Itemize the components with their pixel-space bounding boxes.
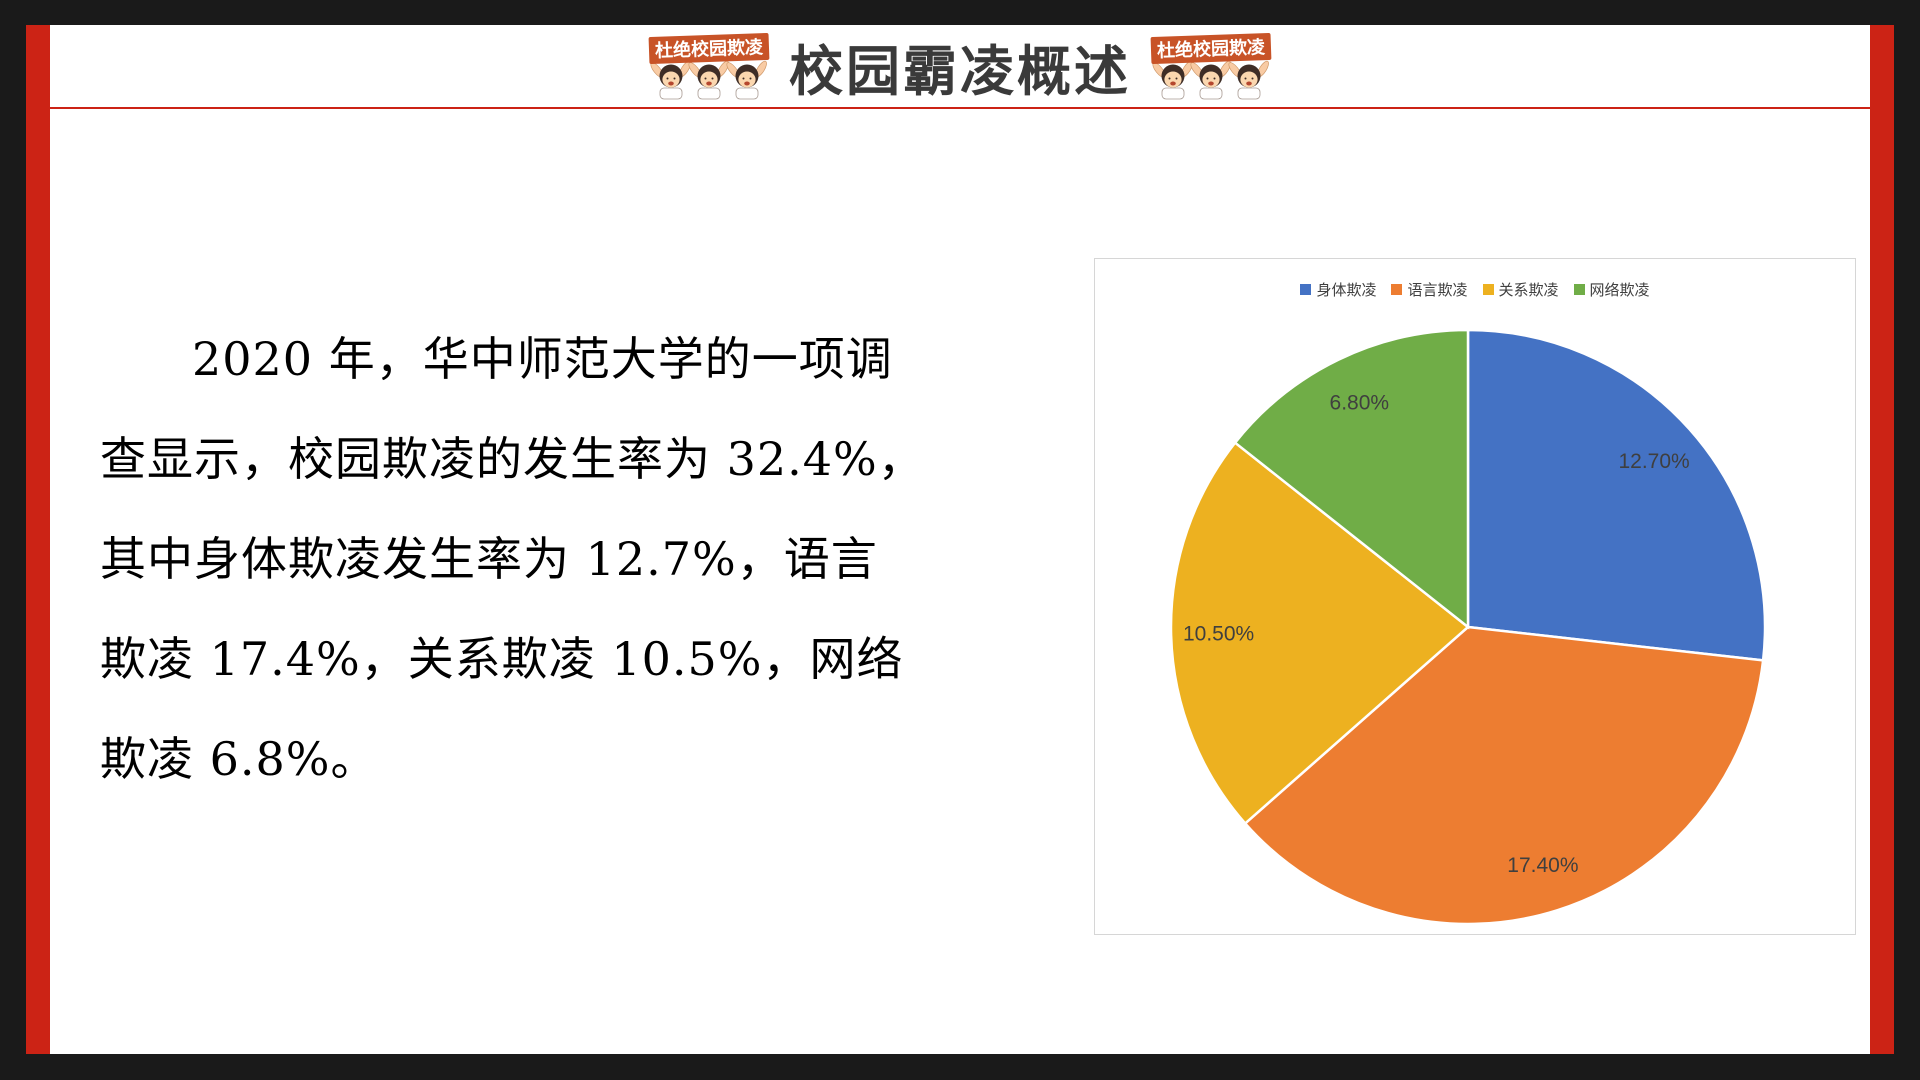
paragraph-line: 欺凌 6.8%。 xyxy=(100,732,378,786)
paragraph-line: 欺凌 17.4%，关系欺凌 10.5%，网络 xyxy=(100,632,904,686)
legend-label: 关系欺凌 xyxy=(1498,282,1559,299)
legend-swatch-icon xyxy=(1573,284,1585,295)
legend-item-4: 网络欺凌 xyxy=(1573,279,1650,300)
legend-label: 身体欺凌 xyxy=(1316,282,1377,299)
slide-red-frame: 杜绝校园欺凌 校园霸凌概述 xyxy=(26,25,1894,1054)
paragraph-line: 2020 年，华中师范大学的一项调 xyxy=(192,332,893,386)
badge-banner-text: 杜绝校园欺凌 xyxy=(1157,36,1267,61)
anti-bullying-badge-right: 杜绝校园欺凌 xyxy=(1150,32,1272,100)
pie-data-label-1: 12.70% xyxy=(1618,450,1689,473)
pie-slice-2 xyxy=(1243,625,1765,926)
paragraph-line: 其中身体欺凌发生率为 12.7%，语言 xyxy=(100,532,878,586)
pie-data-label-3: 10.50% xyxy=(1183,623,1254,646)
pie-slice-4 xyxy=(1233,328,1470,630)
legend-label: 语言欺凌 xyxy=(1407,282,1468,299)
badge-banner: 杜绝校园欺凌 xyxy=(1150,32,1272,65)
badge-kids-illustration xyxy=(1152,60,1269,100)
pie-data-label-4: 6.80% xyxy=(1330,391,1390,414)
pie-data-label-2: 17.40% xyxy=(1507,854,1578,877)
legend-swatch-icon xyxy=(1482,284,1494,295)
legend-item-3: 关系欺凌 xyxy=(1482,279,1559,300)
legend-swatch-icon xyxy=(1300,284,1312,295)
legend-item-2: 语言欺凌 xyxy=(1391,279,1468,300)
badge-banner-text: 杜绝校园欺凌 xyxy=(655,36,765,61)
slide-header: 杜绝校园欺凌 校园霸凌概述 xyxy=(50,29,1870,103)
paragraph-line: 查显示，校园欺凌的发生率为 32.4%， xyxy=(100,432,925,486)
pie-svg: 12.70% 17.40% 10.50% 6.80% xyxy=(1169,328,1767,926)
pie-slice-1 xyxy=(1466,328,1767,662)
body-paragraph: 2020 年，华中师范大学的一项调 查显示，校园欺凌的发生率为 32.4%， 其… xyxy=(100,309,925,809)
legend-item-1: 身体欺凌 xyxy=(1300,279,1376,300)
pie-chart-panel: 12.70% 17.40% 10.50% 6.80% 身体欺凌 语言欺凌 关系欺凌 网络欺凌 xyxy=(1094,258,1856,935)
legend-swatch-icon xyxy=(1391,284,1403,295)
legend-label: 网络欺凌 xyxy=(1589,282,1650,299)
pie-slice-3 xyxy=(1169,440,1470,826)
title-divider-line xyxy=(50,107,1870,109)
badge-kids-illustration xyxy=(650,60,767,100)
chart-legend: 身体欺凌 语言欺凌 关系欺凌 网络欺凌 xyxy=(1095,279,1855,300)
anti-bullying-badge-left: 杜绝校园欺凌 xyxy=(648,32,770,100)
page-title: 校园霸凌概述 xyxy=(789,41,1131,102)
slide: 杜绝校园欺凌 校园霸凌概述 xyxy=(50,25,1870,1054)
badge-banner: 杜绝校园欺凌 xyxy=(648,32,770,65)
